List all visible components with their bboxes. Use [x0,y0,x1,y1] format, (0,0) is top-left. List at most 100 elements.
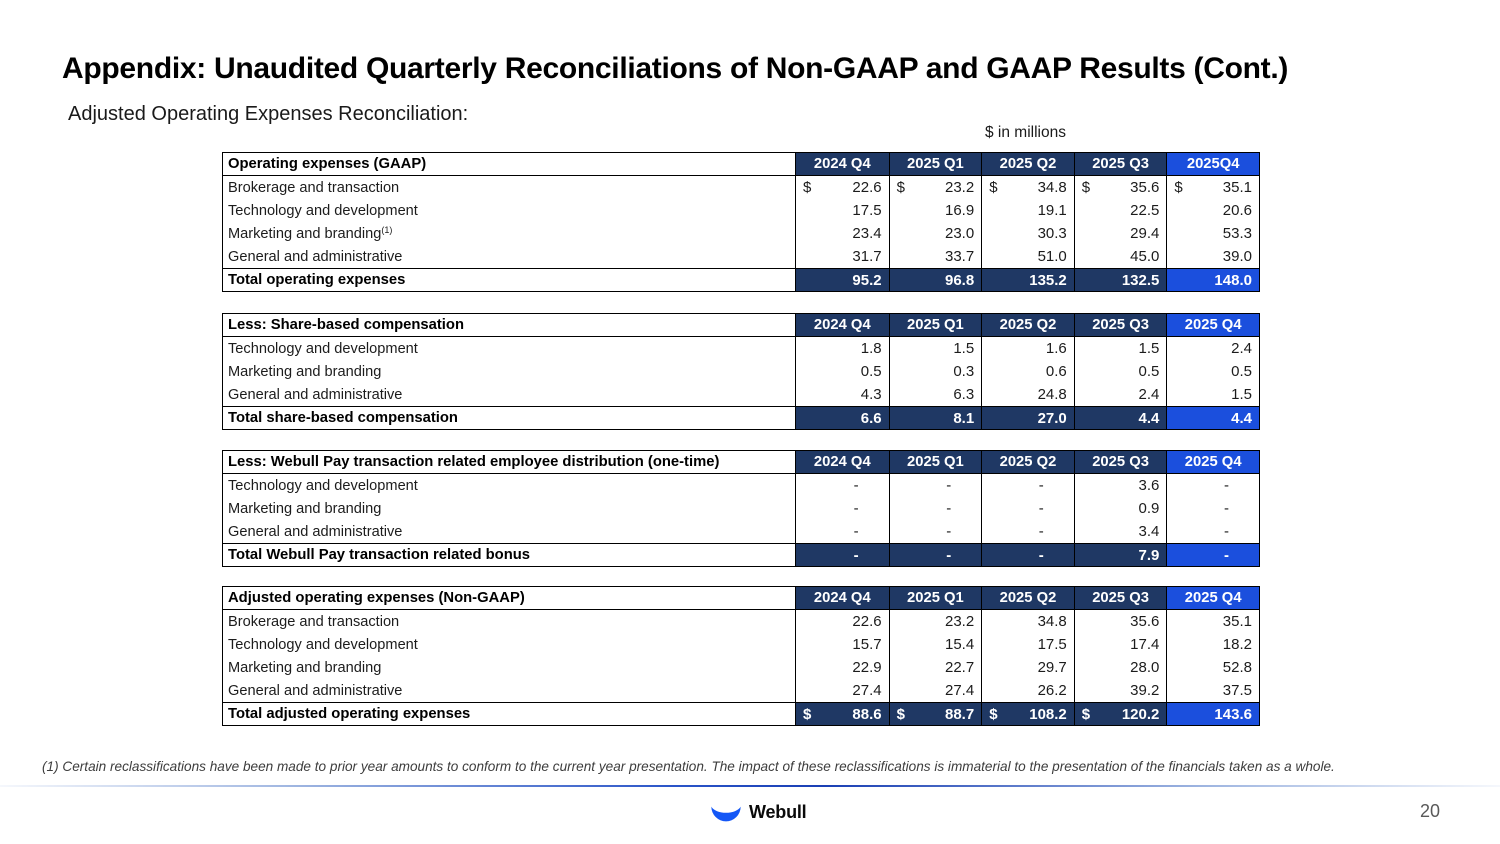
value-cell: $23.2 [888,176,982,199]
value-cell: 37.5 [1166,679,1259,702]
value-cell: - [853,523,859,540]
column-header: 2025 Q1 [888,153,982,176]
value-cell: 26.2 [981,679,1074,702]
value-cell: $108.2 [981,702,1074,725]
row-label: Brokerage and transaction [223,610,796,633]
dollar-sign: $ [1081,179,1091,196]
column-header: 2025 Q1 [888,314,982,337]
value-cell: 96.8 [888,268,982,291]
row-label: Marketing and branding [223,360,796,383]
value-cell: 23.0 [888,222,982,245]
row-label-text: Brokerage and transaction [228,179,400,196]
value-cell: $22.6 [796,176,889,199]
dollar-sign: $ [896,179,905,196]
value-cell: - [981,520,1074,543]
cell-value: 35.6 [1130,179,1160,196]
value-cell: 1.5 [888,337,982,360]
row-label: Technology and development [223,474,796,497]
row-label: General and administrative [223,679,796,702]
row-label: Technology and development [223,633,796,656]
row-label-text: Technology and development [228,340,418,357]
value-cell: - [1166,497,1259,520]
total-row-label: Total Webull Pay transaction related bon… [223,543,796,566]
row-label-text: Technology and development [228,202,418,219]
dollar-sign: $ [803,705,812,723]
table-header-label: Operating expenses (GAAP) [223,153,796,176]
column-header: 2024 Q4 [796,153,889,176]
row-label-text: Marketing and branding [228,659,382,676]
total-row-label: Total adjusted operating expenses [223,702,796,725]
dollar-sign: $ [896,705,905,723]
value-cell: 0.5 [1166,360,1259,383]
value-cell: 143.6 [1166,702,1259,725]
total-row-label: Total share-based compensation [223,406,796,429]
row-label: Marketing and branding [223,656,796,679]
column-header: 2024 Q4 [796,314,889,337]
cell-value: 88.6 [852,705,882,723]
brand-logo: Webull [710,800,807,824]
value-cell: 0.9 [1073,497,1167,520]
value-cell: 51.0 [981,245,1074,268]
page-number: 20 [1420,801,1441,821]
row-label: Technology and development [223,337,796,360]
row-label-text: Technology and development [228,477,418,494]
value-cell: 16.9 [888,199,982,222]
value-cell: - [888,543,982,566]
value-cell: 132.5 [1073,268,1167,291]
cell-value: 88.7 [944,705,975,723]
value-cell: $88.6 [796,702,889,725]
value-cell: 0.6 [981,360,1074,383]
table-3: Less: Webull Pay transaction related emp… [222,450,1260,567]
value-cell: 3.4 [1073,520,1167,543]
value-cell: 27.4 [888,679,982,702]
value-cell: - [1166,543,1259,566]
row-label: Marketing and branding [223,497,796,520]
value-cell: - [888,520,982,543]
value-cell: - [981,497,1074,520]
dollar-sign: $ [1081,705,1091,723]
value-cell: - [853,500,859,517]
row-label-text: Brokerage and transaction [228,613,400,630]
cell-value: 34.8 [1037,179,1067,196]
value-cell: 22.7 [888,656,982,679]
value-cell: 4.4 [1073,406,1167,429]
value-cell: 6.3 [888,383,982,406]
dollar-sign: $ [989,179,998,196]
value-cell: 4.4 [1166,406,1259,429]
table-1: Operating expenses (GAAP) 2024 Q4 2025 Q1 2… [222,152,1260,292]
table-header-label: Adjusted operating expenses (Non-GAAP) [223,587,796,610]
value-cell: 148.0 [1166,268,1259,291]
value-cell: $88.7 [888,702,982,725]
value-cell: 1.8 [860,340,882,357]
column-header: 2025 Q3 [1073,451,1167,474]
value-cell: $120.2 [1073,702,1167,725]
page-title: Appendix: Unaudited Quarterly Reconcilia… [62,52,1289,85]
row-label-text: Marketing and branding [228,363,382,380]
table-4: Adjusted operating expenses (Non-GAAP) 20… [222,586,1260,726]
footer-divider [0,785,1500,787]
value-cell: 95.2 [796,268,889,291]
footnote: (1) Certain reclassifications have been … [42,759,1335,774]
value-cell: 39.0 [1166,245,1259,268]
value-cell: 0.5 [860,363,882,380]
value-cell: 27.0 [981,406,1074,429]
column-header: 2025 Q2 [981,587,1074,610]
value-cell: 35.6 [1073,610,1167,633]
cell-value: 35.1 [1222,179,1252,196]
value-cell: 22.5 [1073,199,1167,222]
value-cell: 2.4 [1073,383,1167,406]
table-header-label: Less: Share-based compensation [223,314,796,337]
cell-value: 108.2 [1029,705,1067,723]
table-header-label: Less: Webull Pay transaction related emp… [223,451,796,474]
row-label-text: General and administrative [228,682,403,699]
value-cell: - [888,474,982,497]
cell-value: 22.6 [852,179,882,196]
value-cell: 31.7 [852,248,882,265]
value-cell: 1.5 [1073,337,1167,360]
value-cell: 28.0 [1073,656,1167,679]
row-label: General and administrative [223,383,796,406]
value-cell: 7.9 [1073,543,1167,566]
value-cell: 4.3 [860,386,882,403]
value-cell: 17.5 [981,633,1074,656]
